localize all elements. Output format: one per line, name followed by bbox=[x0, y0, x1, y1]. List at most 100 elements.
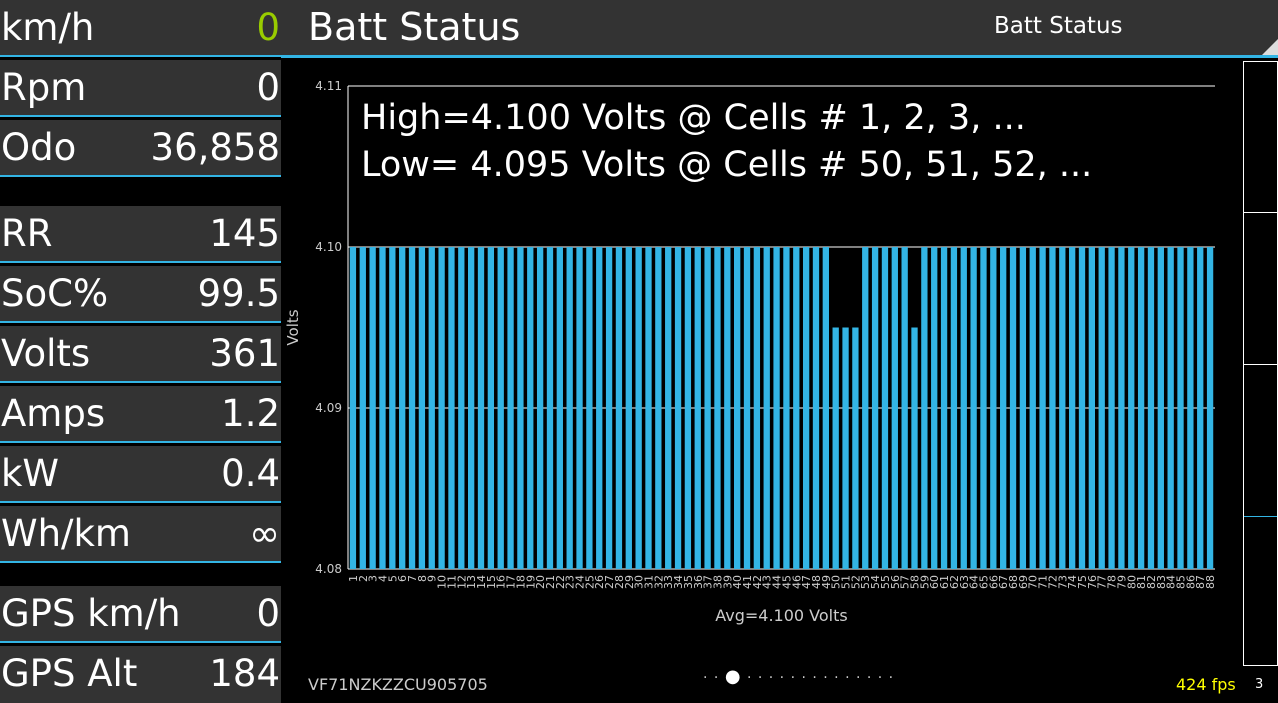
bar-cell-88 bbox=[1206, 247, 1214, 569]
x-tick-label: 85 bbox=[1175, 575, 1188, 589]
x-tick-label: 69 bbox=[1017, 575, 1030, 589]
bar-cell-20 bbox=[536, 247, 544, 569]
bar-cell-27 bbox=[605, 247, 613, 569]
bar-cell-86 bbox=[1187, 247, 1194, 569]
metric-value: 0 bbox=[256, 66, 280, 109]
x-tick-label: 43 bbox=[761, 575, 774, 589]
bar-cell-32 bbox=[655, 247, 662, 569]
bar-cell-35 bbox=[684, 247, 692, 569]
bar-cell-37 bbox=[704, 247, 711, 569]
bar-cell-26 bbox=[596, 247, 603, 569]
bar-cell-19 bbox=[527, 247, 534, 569]
x-tick-label: 12 bbox=[455, 575, 468, 589]
x-tick-label: 75 bbox=[1076, 575, 1089, 589]
metric-label: Rpm bbox=[1, 66, 87, 109]
x-tick-label: 65 bbox=[977, 575, 990, 589]
x-tick-label: 70 bbox=[1027, 575, 1040, 589]
vin-label: VF71NZKZZCU905705 bbox=[308, 675, 488, 694]
page-indicator[interactable]: · · ● · · · · · · · · · · · · · · bbox=[703, 666, 895, 687]
x-tick-label: 13 bbox=[465, 575, 478, 589]
x-tick-label: 36 bbox=[692, 575, 705, 589]
screen-selector-dropdown[interactable]: Batt Status bbox=[994, 13, 1123, 39]
metric-label: km/h bbox=[1, 6, 95, 49]
bar-cell-64 bbox=[970, 247, 977, 569]
bar-cell-15 bbox=[487, 247, 495, 569]
x-tick-label: 18 bbox=[514, 575, 527, 589]
low-cell-annotation: Low= 4.095 Volts @ Cells # 50, 51, 52, .… bbox=[361, 145, 1092, 185]
metric-volts[interactable]: Volts 361 bbox=[0, 326, 281, 383]
bar-cell-55 bbox=[881, 247, 889, 569]
metric-label: RR bbox=[1, 212, 53, 255]
x-tick-label: 47 bbox=[800, 575, 813, 589]
bar-cell-74 bbox=[1068, 247, 1076, 569]
bar-cell-79 bbox=[1118, 247, 1125, 569]
metric-kw[interactable]: kW 0.4 bbox=[0, 446, 281, 503]
x-tick-label: 80 bbox=[1125, 575, 1138, 589]
bar-cell-53 bbox=[862, 247, 869, 569]
metric-gps-speed[interactable]: GPS km/h 0 bbox=[0, 586, 281, 643]
x-tick-label: 37 bbox=[702, 575, 715, 589]
bar-cell-66 bbox=[990, 247, 997, 569]
bar-cell-28 bbox=[615, 247, 623, 569]
metric-gps-alt[interactable]: GPS Alt 184 bbox=[0, 646, 281, 703]
metric-value: 361 bbox=[209, 332, 280, 375]
side-graph-strip[interactable] bbox=[1243, 61, 1278, 666]
bar-cell-50 bbox=[832, 327, 839, 569]
bar-cell-78 bbox=[1108, 247, 1115, 569]
metric-rpm[interactable]: Rpm 0 bbox=[0, 60, 281, 117]
x-tick-label: 46 bbox=[790, 575, 803, 589]
bar-cell-87 bbox=[1197, 247, 1204, 569]
bar-cell-2 bbox=[359, 247, 366, 569]
x-tick-labels: 1234567891011121314151617181920212223242… bbox=[347, 575, 1217, 589]
x-tick-label: 28 bbox=[613, 575, 626, 589]
x-tick-label: 60 bbox=[928, 575, 941, 589]
x-tick-label: 10 bbox=[436, 575, 449, 589]
x-tick-label: 74 bbox=[1066, 575, 1079, 589]
cell-voltage-chart: 4.08 4.09 4.10 4.11 1 2 3 4 5 6 7 8 9 10 11 12 13 14 15 16… bbox=[282, 62, 1240, 672]
x-tick-label: 57 bbox=[899, 575, 912, 589]
bar-cell-4 bbox=[379, 247, 386, 569]
x-tick-label: 50 bbox=[830, 575, 843, 589]
x-tick-label: 78 bbox=[1106, 575, 1119, 589]
x-tick-label: 23 bbox=[564, 575, 577, 589]
metric-speed[interactable]: km/h 0 bbox=[0, 0, 281, 57]
metric-value: 0.4 bbox=[221, 452, 280, 495]
metric-wh-per-km[interactable]: Wh/km ∞ bbox=[0, 506, 281, 563]
x-tick-label: 87 bbox=[1194, 575, 1207, 589]
metric-odo[interactable]: Odo 36,858 bbox=[0, 120, 281, 177]
bar-cell-57 bbox=[901, 247, 908, 569]
bar-cell-72 bbox=[1049, 247, 1056, 569]
high-cell-annotation: High=4.100 Volts @ Cells # 1, 2, 3, ... bbox=[361, 98, 1026, 138]
x-tick-label: 19 bbox=[524, 575, 537, 589]
bar-cell-61 bbox=[940, 247, 948, 569]
x-tick-label: 49 bbox=[820, 575, 833, 589]
metric-value: 0 bbox=[256, 592, 280, 635]
bar-cell-43 bbox=[763, 247, 770, 569]
metric-soc[interactable]: SoC% 99.5 bbox=[0, 266, 281, 323]
x-tick-label: 61 bbox=[938, 575, 951, 589]
dropdown-arrow-icon[interactable] bbox=[1262, 39, 1278, 55]
bar-cell-56 bbox=[891, 247, 898, 569]
page-title: Batt Status bbox=[308, 5, 521, 49]
x-tick-label: 16 bbox=[495, 575, 508, 589]
x-tick-label: 15 bbox=[485, 575, 498, 589]
x-axis-label: Avg=4.100 Volts bbox=[715, 606, 847, 625]
metric-amps[interactable]: Amps 1.2 bbox=[0, 386, 281, 443]
x-tick-label: 17 bbox=[505, 575, 518, 589]
bar-cell-40 bbox=[734, 247, 741, 569]
header-bar: Batt Status Batt Status bbox=[281, 0, 1278, 58]
bar-cell-63 bbox=[960, 247, 967, 569]
bar-cell-31 bbox=[645, 247, 652, 569]
x-tick-label: 45 bbox=[780, 575, 793, 589]
bar-cell-85 bbox=[1177, 247, 1184, 569]
bar-cell-33 bbox=[665, 247, 672, 569]
bar-cell-34 bbox=[674, 247, 682, 569]
metric-rr[interactable]: RR 145 bbox=[0, 206, 281, 263]
bar-cell-51 bbox=[842, 327, 849, 569]
x-tick-label: 63 bbox=[958, 575, 971, 589]
metric-label: Wh/km bbox=[1, 512, 131, 555]
metric-label: Amps bbox=[1, 392, 106, 435]
x-tick-label: 86 bbox=[1184, 575, 1197, 589]
x-tick-label: 4 bbox=[376, 575, 389, 582]
x-tick-label: 81 bbox=[1135, 575, 1148, 589]
